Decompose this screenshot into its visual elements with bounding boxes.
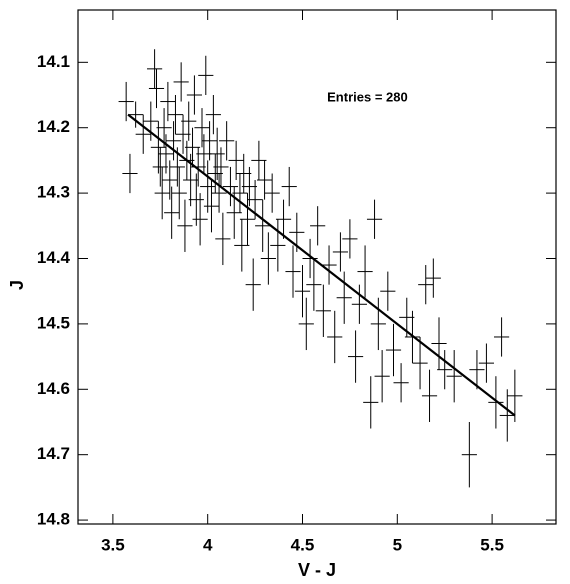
y-tick-label: 14.6	[37, 379, 70, 398]
y-tick-label: 14.7	[37, 444, 70, 463]
y-tick-label: 14.4	[37, 248, 71, 267]
y-tick-label: 14.5	[37, 313, 70, 332]
y-tick-label: 14.8	[37, 510, 70, 529]
x-axis-label: V - J	[298, 560, 336, 580]
fit-line	[127, 113, 516, 417]
plot-frame	[77, 9, 557, 525]
x-tick-label: 3.5	[101, 535, 125, 554]
y-axis-label: J	[7, 280, 27, 290]
annotation: Entries = 280	[327, 90, 408, 105]
x-tick-label: 4	[203, 535, 213, 554]
x-tick-label: 5.5	[480, 535, 504, 554]
y-tick-label: 14.3	[37, 183, 70, 202]
x-tick-label: 4.5	[291, 535, 315, 554]
x-tick-label: 5	[393, 535, 402, 554]
y-tick-label: 14.2	[37, 117, 70, 136]
y-tick-label: 14.1	[37, 52, 70, 71]
